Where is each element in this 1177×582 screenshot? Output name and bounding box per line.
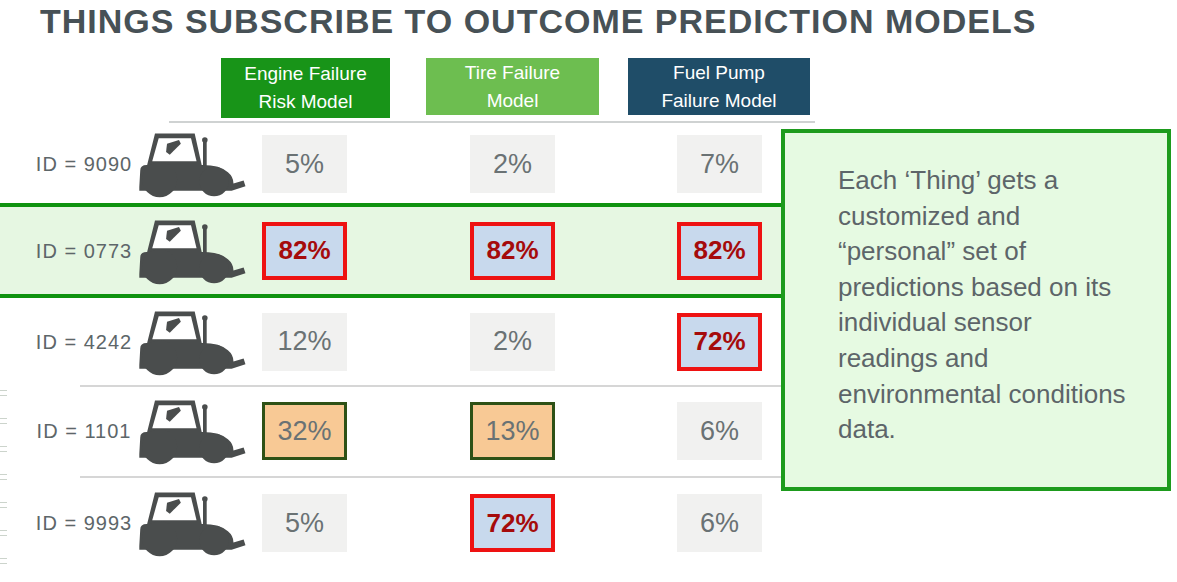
explanation-callout: Each ‘Thing’ gets a customized and “pers… (781, 129, 1171, 491)
slide: THINGS SUBSCRIBE TO OUTCOME PREDICTION M… (0, 0, 1177, 582)
thing-row: ID = 4242 12% 2% 72% (0, 298, 781, 385)
prediction-cell-fuel-pump: 6% (677, 494, 762, 552)
tick-mark-icon (0, 390, 7, 396)
thing-row: ID = 9090 5% 2% 7% (0, 125, 781, 203)
tick-mark-icon (0, 502, 7, 508)
header-divider (169, 121, 815, 123)
prediction-cell-engine: 5% (262, 494, 347, 552)
tractor-icon (130, 395, 252, 467)
thing-id-label: ID = 4242 (25, 330, 143, 353)
prediction-cell-engine: 5% (262, 135, 347, 193)
thing-id-label: ID = 1101 (25, 420, 143, 443)
prediction-cell-fuel-pump: 82% (677, 222, 762, 280)
tick-mark-icon (0, 474, 7, 480)
explanation-text: Each ‘Thing’ gets a customized and “pers… (838, 163, 1138, 448)
thing-row: ID = 1101 32% 13% 6% (0, 386, 781, 476)
prediction-cell-fuel-pump: 7% (677, 135, 762, 193)
prediction-cell-tire: 13% (470, 402, 555, 460)
tick-mark-icon (0, 418, 7, 424)
prediction-cell-tire: 2% (470, 313, 555, 371)
tractor-icon (130, 306, 252, 378)
prediction-cell-fuel-pump: 72% (677, 313, 762, 371)
thing-row-highlighted: ID = 0773 82% 82% 82% (0, 203, 781, 298)
prediction-cell-engine: 82% (262, 222, 347, 280)
thing-id-label: ID = 9993 (25, 512, 143, 535)
model-header-tire-failure: Tire Failure Model (426, 58, 599, 115)
thing-id-label: ID = 0773 (25, 239, 143, 262)
prediction-cell-engine: 32% (262, 402, 347, 460)
model-header-engine-failure: Engine Failure Risk Model (221, 58, 390, 118)
prediction-cell-tire: 72% (470, 494, 555, 552)
model-header-fuel-pump-failure: Fuel Pump Failure Model (628, 58, 810, 115)
page-title: THINGS SUBSCRIBE TO OUTCOME PREDICTION M… (40, 2, 1036, 41)
thing-row: ID = 9993 5% 72% 6% (0, 477, 781, 569)
tick-mark-icon (0, 558, 7, 564)
prediction-cell-tire: 2% (470, 135, 555, 193)
tractor-icon (130, 128, 252, 200)
prediction-cell-engine: 12% (262, 313, 347, 371)
tractor-icon (130, 215, 252, 287)
tractor-icon (130, 487, 252, 559)
prediction-cell-fuel-pump: 6% (677, 402, 762, 460)
prediction-cell-tire: 82% (470, 222, 555, 280)
tick-mark-icon (0, 530, 7, 536)
thing-id-label: ID = 9090 (25, 153, 143, 176)
tick-mark-icon (0, 446, 7, 452)
